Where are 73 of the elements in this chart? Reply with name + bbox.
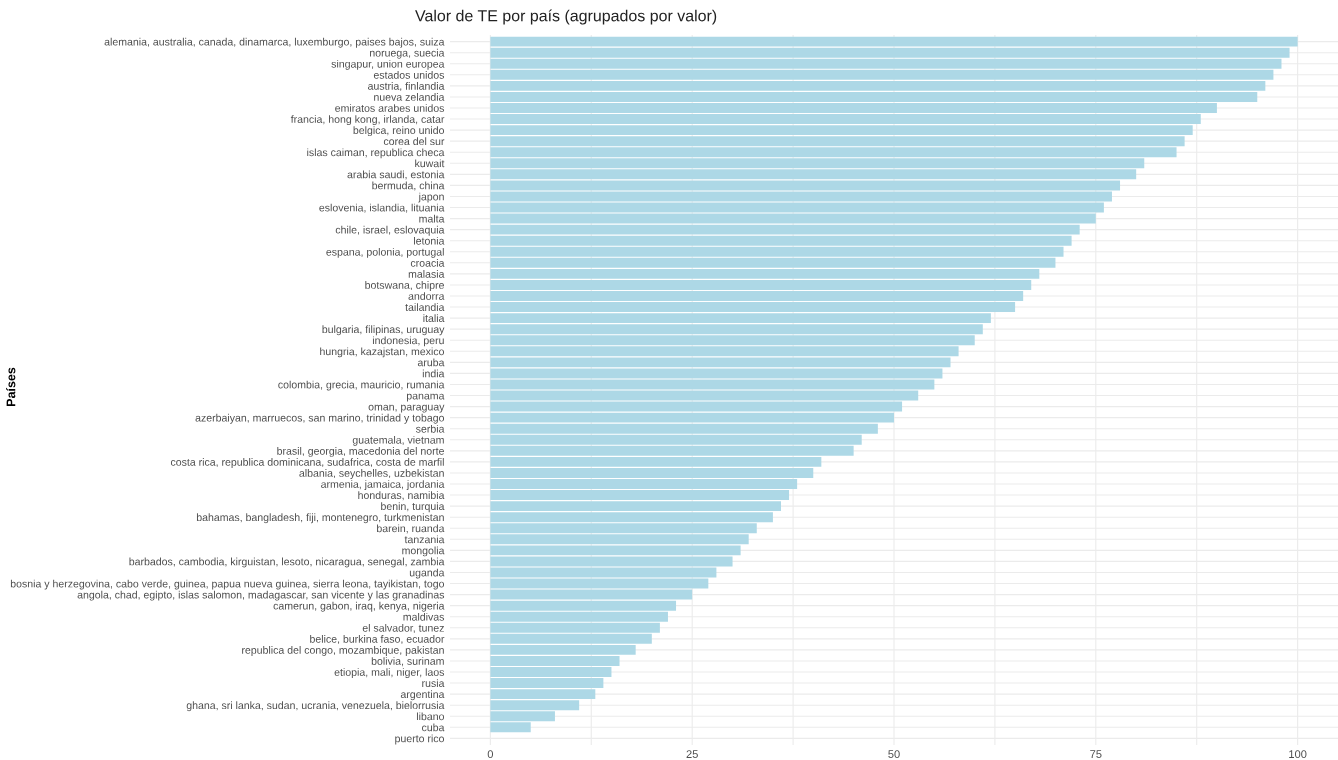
y-tick-label: chile, israel, eslovaquia bbox=[335, 225, 445, 236]
y-tick-label: mongolia bbox=[402, 546, 445, 557]
y-tick-label: etiopia, mali, niger, laos bbox=[334, 668, 445, 679]
y-tick-label: serbia bbox=[415, 424, 445, 433]
y-tick-label: letonia bbox=[414, 236, 445, 245]
y-tick-label: bermuda, china bbox=[372, 181, 445, 191]
y-tick-label: india bbox=[422, 369, 445, 378]
x-tick-label: 25 bbox=[686, 750, 698, 759]
y-tick-label: francia, hong kong, irlanda, catar bbox=[290, 115, 445, 126]
y-tick-label: japon bbox=[418, 192, 444, 203]
y-tick-label: barbados, cambodia, kirguistan, lesoto, nicaragua, senegal, zambia bbox=[129, 557, 445, 568]
y-tick-label: argentina bbox=[400, 690, 445, 701]
y-tick-label: indonesia, peru bbox=[372, 336, 444, 347]
y-tick-label: botswana, chipre bbox=[365, 281, 444, 291]
y-tick-label: croacia bbox=[410, 258, 445, 267]
x-tick-label: 0 bbox=[487, 750, 494, 759]
y-tick-label: espana, polonia, portugal bbox=[326, 247, 444, 258]
y-tick-label: uganda bbox=[409, 568, 445, 579]
y-tick-label: oman, paraguay bbox=[368, 404, 445, 413]
y-tick-label: camerun, gabon, iraq, kenya, nigeria bbox=[273, 601, 445, 612]
y-tick-label: italia bbox=[423, 314, 445, 323]
y-tick-label: andorra bbox=[408, 292, 445, 300]
y-tick-label: honduras, namibia bbox=[358, 491, 445, 501]
y-tick-label: guatemala, vietnam bbox=[352, 435, 444, 446]
y-tick-label: benin, turquia bbox=[381, 502, 445, 513]
y-tick-label: tailandia bbox=[405, 303, 445, 311]
y-tick-label: bulgaria, filipinas, uruguay bbox=[322, 325, 445, 336]
y-tick-label: aruba bbox=[417, 358, 445, 367]
x-tick-label: 100 bbox=[1289, 750, 1307, 759]
y-tick-label: bosnia y herzegovina, cabo verde, guinea, papua nueva guinea, sierra leona, tayikistan, togo bbox=[10, 579, 445, 590]
y-tick-label: costa rica, republica dominicana, sudafrica, costa de marfil bbox=[170, 458, 444, 468]
y-tick-label: eslovenia, islandia, lituania bbox=[319, 203, 445, 213]
y-tick-label: colombia, grecia, mauricio, rumania bbox=[278, 380, 445, 391]
y-tick-label: malasia bbox=[408, 270, 445, 278]
y-tick-label: emiratos arabes unidos bbox=[335, 104, 445, 112]
y-tick-label: hungria, kazajstan, mexico bbox=[320, 347, 445, 358]
y-tick-label: azerbaiyan, marruecos, san marino, trinidad y tobago bbox=[195, 413, 445, 424]
y-tick-label: puerto rico bbox=[395, 734, 445, 745]
y-tick-label: libano bbox=[416, 712, 444, 721]
y-tick-label: el salvador, tunez bbox=[362, 623, 444, 633]
y-tick-label: corea del sur bbox=[383, 137, 445, 146]
y-tick-label: austria, finlandia bbox=[368, 82, 445, 92]
bar bbox=[490, 202, 1104, 213]
y-tick-label: republica del congo, mozambique, pakistan bbox=[242, 646, 444, 656]
y-tick-label: tanzania bbox=[404, 535, 445, 544]
y-tick-label: kuwait bbox=[415, 159, 445, 168]
y-tick-label: angola, chad, egipto, islas salomon, madagascar, san vicente y las granadinas bbox=[77, 590, 445, 601]
y-axis-title: Países bbox=[6, 367, 16, 406]
y-tick-label: cuba bbox=[422, 723, 445, 732]
y-tick-label: armenia, jamaica, jordania bbox=[321, 480, 445, 491]
y-tick-label: bolivia, surinam bbox=[371, 657, 444, 667]
y-tick-label: bahamas, bangladesh, fiji, montenegro, turkmenistan bbox=[196, 513, 444, 524]
y-tick-label: estados unidos bbox=[373, 70, 445, 79]
bar bbox=[490, 567, 717, 578]
y-tick-label: albania, seychelles, uzbekistan bbox=[299, 469, 444, 479]
y-tick-label: alemania, australia, canada, dinamarca, luxemburgo, paises bajos, suiza bbox=[104, 37, 445, 48]
chart-title: Valor de TE por país (agrupados por valor) bbox=[415, 9, 717, 25]
y-tick-label: belice, burkina faso, ecuador bbox=[310, 635, 445, 645]
y-tick-label: panama bbox=[406, 393, 445, 402]
y-tick-label: arabia saudi, estonia bbox=[347, 170, 445, 180]
y-tick-label: nueva zelandia bbox=[374, 93, 445, 101]
y-tick-label: noruega, suecia bbox=[370, 48, 445, 59]
x-tick-label: 75 bbox=[1090, 750, 1102, 759]
y-tick-label: singapur, union europea bbox=[331, 59, 445, 70]
y-tick-label: rusia bbox=[422, 679, 445, 687]
y-tick-label: islas caiman, republica checa bbox=[307, 148, 445, 159]
y-tick-label: malta bbox=[419, 214, 445, 223]
y-tick-label: maldivas bbox=[403, 612, 445, 621]
y-tick-label: brasil, georgia, macedonia del norte bbox=[277, 447, 444, 457]
x-tick-label: 50 bbox=[888, 750, 900, 759]
y-tick-label: barein, ruanda bbox=[377, 524, 445, 534]
y-tick-label: ghana, sri lanka, sudan, ucrania, venezuela, bielorrusia bbox=[186, 701, 445, 712]
y-tick-label: belgica, reino unido bbox=[353, 126, 445, 137]
